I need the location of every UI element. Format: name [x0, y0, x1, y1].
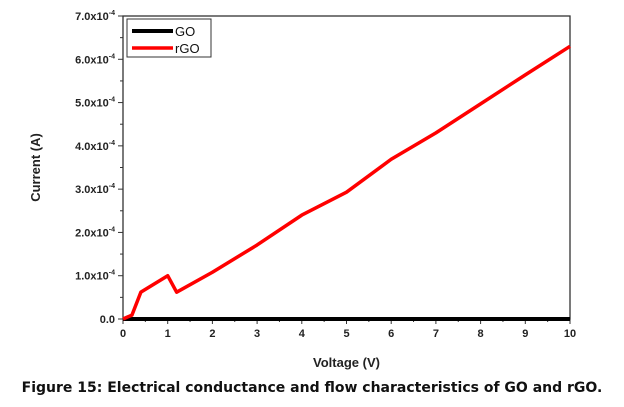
- y-tick-label: 4.0x10-4: [75, 140, 115, 153]
- legend-label-rGO: rGO: [175, 41, 200, 56]
- figure-caption: Figure 15: Electrical conductance and fl…: [21, 380, 603, 396]
- x-tick-label: 7: [433, 328, 439, 340]
- y-tick-label: 0.0: [100, 314, 115, 326]
- y-tick-label: 2.0x10-4: [75, 226, 115, 239]
- y-axis-label: Current (A): [28, 133, 43, 202]
- x-tick-label: 1: [165, 328, 171, 340]
- series-line-rGO: [122, 44, 571, 321]
- y-tick-label: 7.0x10-4: [75, 10, 115, 23]
- x-tick-label: 9: [522, 328, 528, 340]
- y-tick-label: 5.0x10-4: [75, 97, 115, 110]
- x-axis-label: Voltage (V): [313, 355, 380, 370]
- x-tick-label: 3: [254, 328, 260, 340]
- legend-label-GO: GO: [175, 24, 195, 39]
- y-tick-label: 6.0x10-4: [75, 53, 115, 66]
- y-tick-label: 3.0x10-4: [75, 183, 115, 196]
- x-tick-label: 2: [209, 328, 215, 340]
- y-tick-label: 1.0x10-4: [75, 270, 115, 283]
- x-tick-label: 0: [120, 328, 126, 340]
- iv-chart: 0 1 2 3 4 5 6 7 8 9 10 0.0 1.0x10-4 2.0x10-4 3.0x10-4 4…: [28, 10, 576, 370]
- x-tick-label: 4: [299, 328, 306, 340]
- x-tick-label: 8: [478, 328, 484, 340]
- plot-frame: [122, 15, 571, 320]
- legend-box: [126, 18, 212, 58]
- x-tick-label: 5: [343, 328, 349, 340]
- x-tick-label: 10: [564, 328, 576, 340]
- x-tick-label: 6: [388, 328, 394, 340]
